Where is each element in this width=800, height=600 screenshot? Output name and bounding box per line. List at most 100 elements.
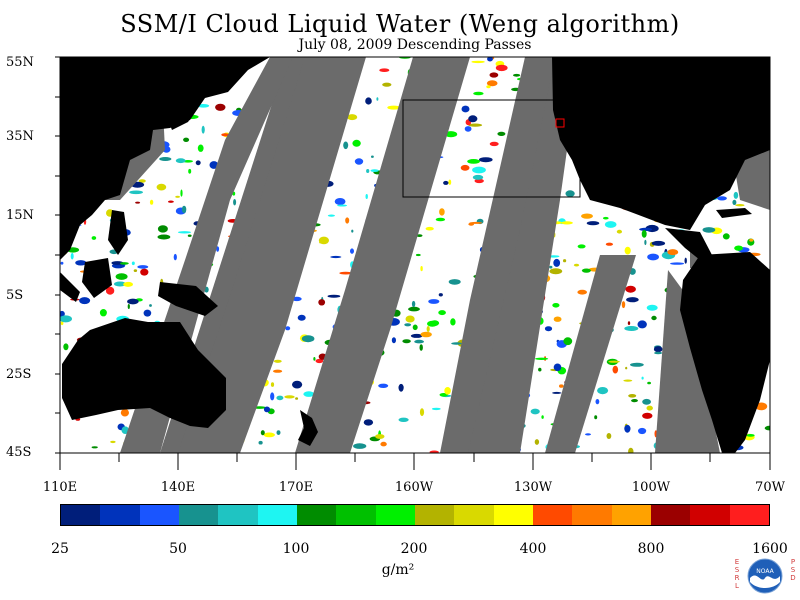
cloud-speckle <box>347 114 358 121</box>
cloud-speckle <box>387 105 401 110</box>
colorbar-swatch <box>100 505 140 525</box>
cloud-speckle <box>285 326 291 331</box>
cloud-speckle <box>443 180 449 185</box>
cloud-speckle <box>429 450 439 453</box>
cloud-speckle <box>702 227 716 233</box>
cloud-speckle <box>641 230 647 238</box>
x-label-160w: 160W <box>394 480 434 495</box>
colorbar-label-25: 25 <box>51 541 69 557</box>
cloud-speckle <box>70 252 74 260</box>
colorbar-label-400: 400 <box>519 541 547 557</box>
cloud-speckle <box>318 236 329 245</box>
cloud-speckle <box>586 221 600 226</box>
cloud-speckle <box>647 381 651 385</box>
cloud-speckle <box>138 179 146 183</box>
cloud-speckle <box>181 205 187 214</box>
cloud-speckle <box>91 446 98 449</box>
cloud-speckle <box>79 297 91 305</box>
cloud-speckle <box>168 200 174 203</box>
land-new-zealand <box>298 410 318 446</box>
cloud-speckle <box>654 351 663 355</box>
cloud-speckle <box>637 320 647 329</box>
cloud-speckle <box>120 262 129 265</box>
cloud-speckle <box>270 392 275 401</box>
cloud-speckle <box>638 427 647 435</box>
swath-gap <box>178 57 366 453</box>
cloud-speckle <box>616 229 623 234</box>
cloud-speckle <box>99 309 107 317</box>
cloud-speckle <box>411 300 416 308</box>
cloud-water-map <box>55 56 771 470</box>
cloud-speckle <box>276 395 284 401</box>
cloud-speckle <box>538 367 542 372</box>
cloud-speckle <box>137 265 149 269</box>
x-label-170e: 170E <box>278 480 314 495</box>
cloud-speckle <box>755 402 768 411</box>
cloud-speckle <box>327 294 341 298</box>
land-south-america <box>680 252 770 453</box>
cloud-speckle <box>605 242 614 246</box>
land <box>60 57 770 453</box>
cloud-speckle <box>127 298 139 305</box>
cloud-speckle <box>625 285 636 293</box>
cloud-speckle <box>149 199 154 205</box>
cloud-speckle <box>549 268 563 275</box>
colorbar-swatch <box>218 505 258 525</box>
cloud-speckle <box>573 263 580 267</box>
page-subtitle: July 08, 2009 Descending Passes <box>298 37 532 53</box>
x-label-130w: 130W <box>513 480 553 495</box>
noaa-emblem-icon: NOAA <box>747 558 783 594</box>
cloud-speckle <box>624 424 631 433</box>
cloud-speckle <box>597 387 609 395</box>
cloud-speckle <box>177 231 192 234</box>
cloud-speckle <box>114 281 127 287</box>
cloud-speckle <box>303 391 315 397</box>
cloud-speckle <box>467 159 480 164</box>
colorbar-swatch <box>454 505 494 525</box>
land-cuba <box>716 208 752 218</box>
cloud-speckle <box>292 380 303 389</box>
cloud-speckle <box>623 379 633 382</box>
cloud-speckle <box>461 105 470 113</box>
cloud-speckle <box>563 337 573 346</box>
cloud-speckle <box>428 299 440 304</box>
cloud-speckle <box>553 258 561 267</box>
swath-gap <box>545 255 636 453</box>
cloud-speckle <box>717 196 727 201</box>
cloud-speckle <box>339 271 353 275</box>
y-label-25s: 25S <box>6 367 32 382</box>
cloud-speckle <box>486 85 491 89</box>
cloud-speckle <box>105 286 115 295</box>
cloud-speckle <box>608 360 620 363</box>
cloud-speckle <box>577 244 586 249</box>
cloud-speckle <box>175 158 186 164</box>
cloud-speckle <box>541 415 544 419</box>
cloud-speckle <box>273 369 283 373</box>
cloud-speckle <box>644 239 647 246</box>
cloud-speckle <box>450 318 456 326</box>
cloud-speckle <box>621 301 626 309</box>
cloud-speckle <box>63 343 69 351</box>
cloud-speckle <box>460 164 470 171</box>
cloud-speckle <box>642 412 653 419</box>
cloud-speckle <box>414 339 424 344</box>
cloud-speckle <box>318 299 326 306</box>
cloud-speckle <box>646 405 653 411</box>
cloud-speckle <box>651 315 657 321</box>
cloud-speckle <box>653 346 663 353</box>
cloud-speckle <box>544 326 553 332</box>
swath-gap <box>655 270 720 453</box>
cloud-speckle <box>431 407 441 411</box>
cloud-speckle <box>197 104 210 108</box>
cloud-speckle <box>370 169 379 173</box>
cloud-speckle <box>270 382 275 387</box>
cloud-speckle <box>343 141 349 150</box>
cloud-speckle <box>594 415 598 420</box>
cloud-speckle <box>410 333 423 338</box>
cloud-speckle <box>565 190 575 198</box>
colorbar-swatch <box>690 505 730 525</box>
cloud-speckle <box>764 425 770 431</box>
cloud-speckle <box>639 227 652 231</box>
colorbar-swatch <box>572 505 612 525</box>
